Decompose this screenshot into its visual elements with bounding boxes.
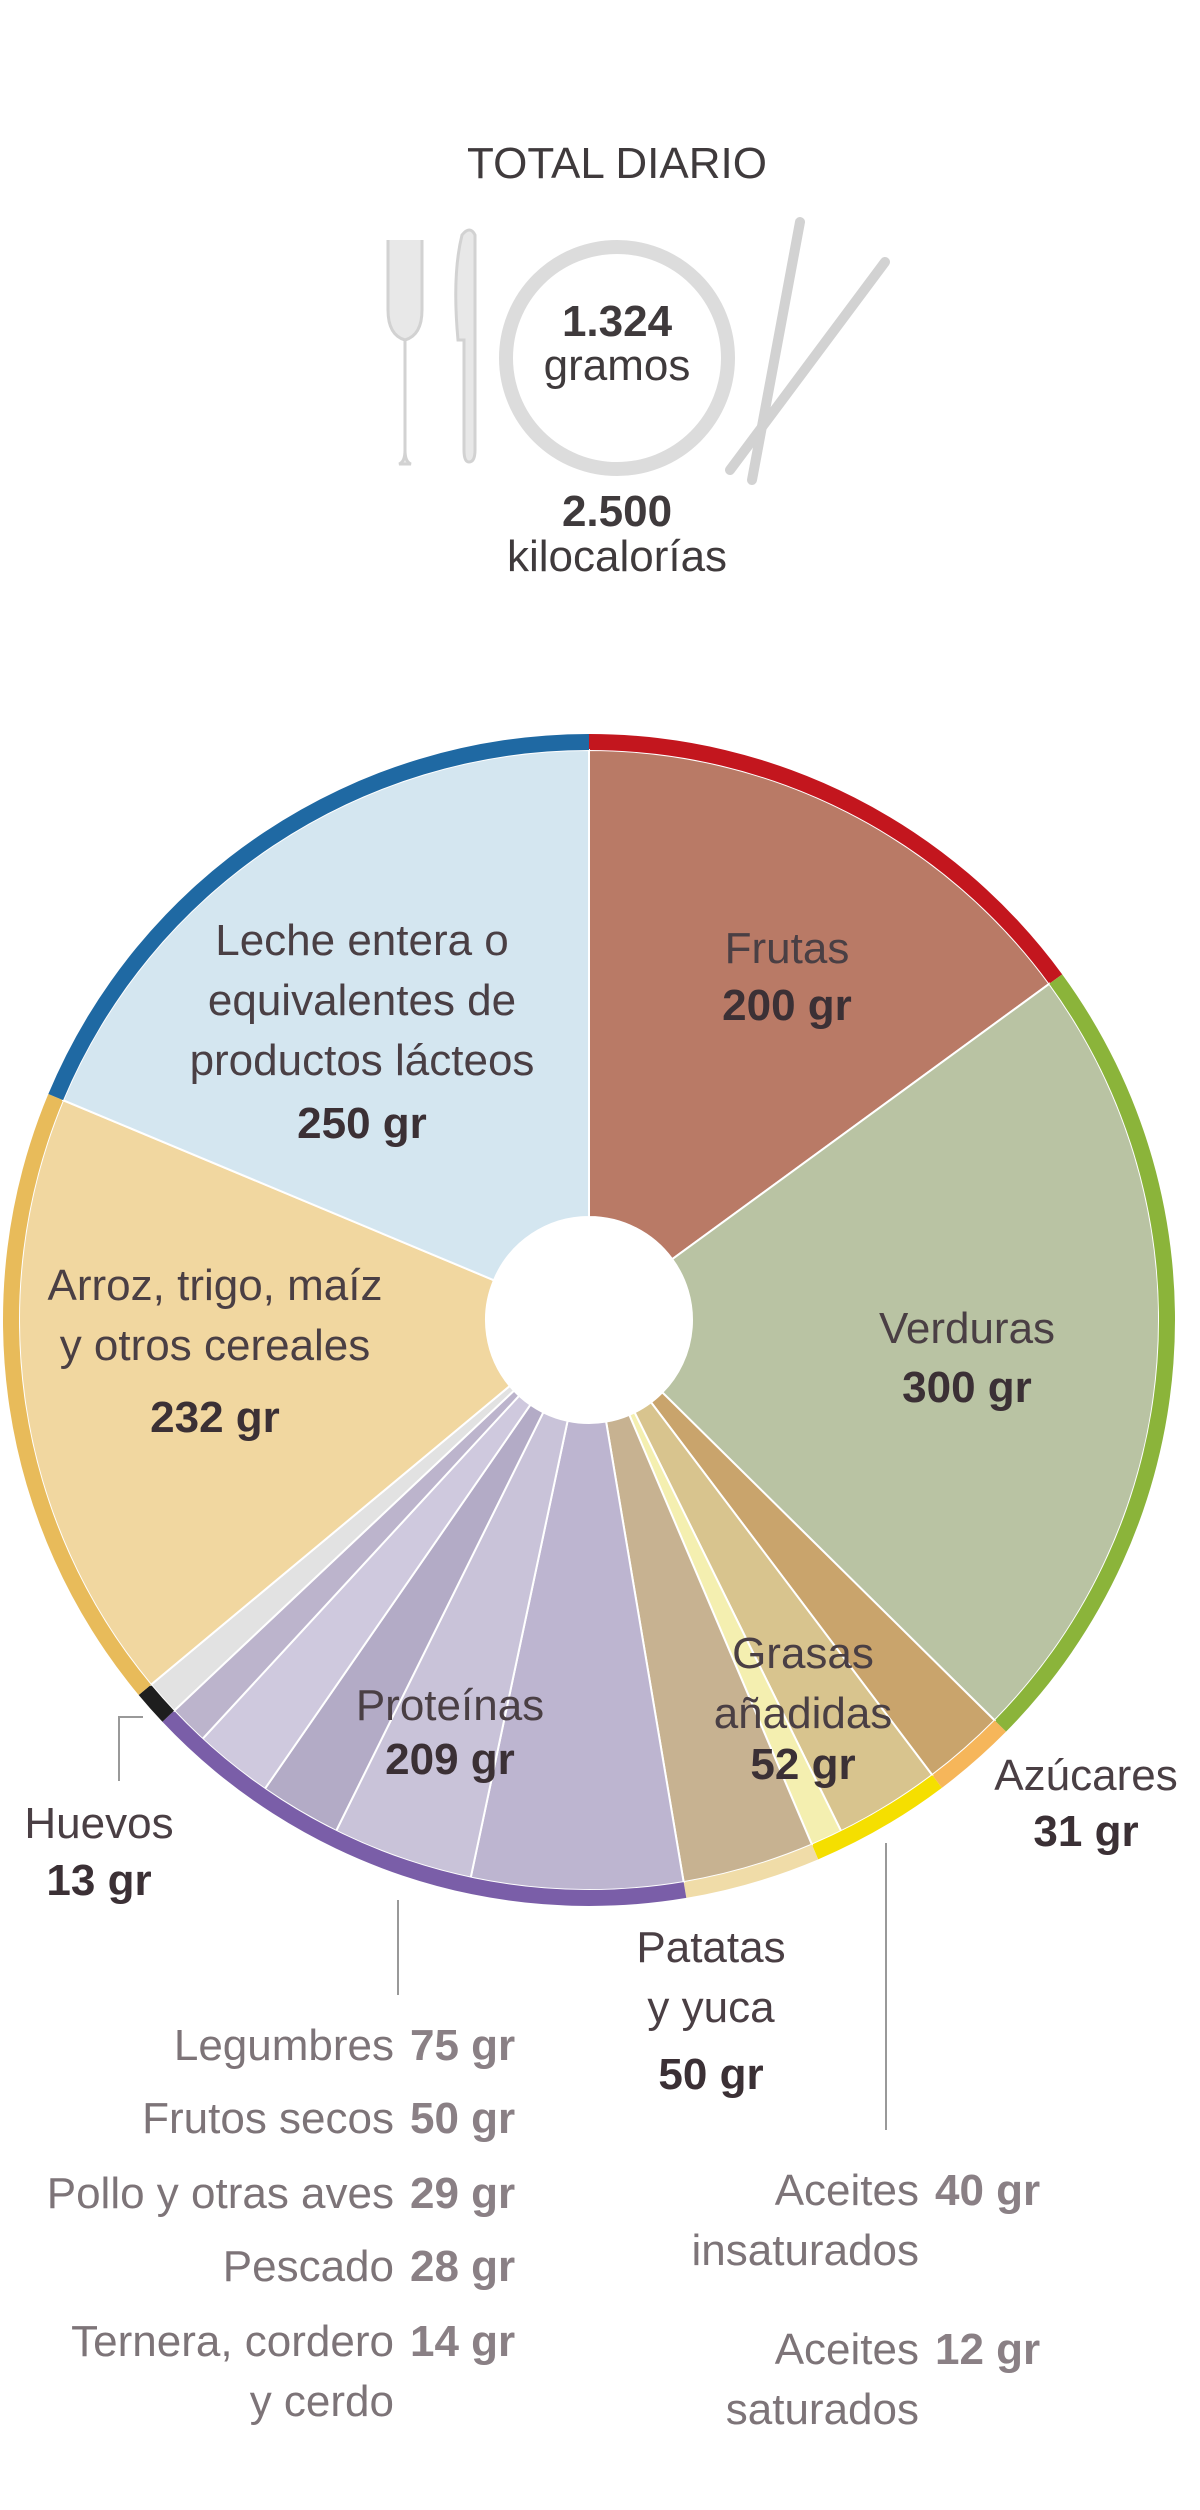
- part-label: Aceites insaturados: [691, 2166, 919, 2275]
- pie-ring: [683, 1844, 819, 1898]
- knife: [454, 228, 477, 464]
- grams-unit: gramos: [543, 341, 691, 390]
- part-label: Aceites saturados: [725, 2325, 919, 2434]
- total-kcal: 2.500: [561, 487, 673, 536]
- pie-ring: [2, 1093, 151, 1695]
- slice-label: Verduras: [878, 1304, 1056, 1353]
- pie-hole: [486, 1217, 692, 1423]
- part-label: Ternera, cordero y cerdo: [71, 2317, 394, 2426]
- slice-value: 200 gr: [722, 981, 852, 1030]
- part-value: 29 gr: [410, 2169, 516, 2218]
- part-value: 40 gr: [935, 2166, 1041, 2215]
- pie-ring: [932, 1720, 1007, 1788]
- part-label: Pescado: [222, 2242, 394, 2291]
- leader-lines: [118, 1716, 887, 2130]
- pie-ring: [589, 734, 1063, 984]
- part-value: 28 gr: [410, 2242, 516, 2291]
- slice-value: 52 gr: [750, 1740, 856, 1789]
- slice-value: 250 gr: [297, 1099, 427, 1148]
- part-label: Legumbres: [173, 2021, 394, 2070]
- part-label: Frutos secos: [142, 2094, 394, 2143]
- part-label: Pollo y otras aves: [46, 2169, 394, 2218]
- tableware-icons: [386, 217, 890, 485]
- pie-ring: [162, 1710, 687, 1906]
- slice-value: 31 gr: [1033, 1807, 1139, 1856]
- part-value: 14 gr: [410, 2317, 516, 2366]
- slice-label: Proteínas: [355, 1681, 545, 1730]
- leader-line: [118, 1716, 143, 1781]
- pie-ring: [138, 1684, 175, 1722]
- chopstick: [725, 257, 890, 475]
- slice-value: 50 gr: [658, 2050, 764, 2099]
- slice-label: Patatas y yuca: [636, 1923, 786, 2032]
- slice-value: 232 gr: [150, 1393, 280, 1442]
- slice-label: Frutas: [724, 924, 850, 973]
- pie-ring: [48, 734, 590, 1101]
- plate: [499, 240, 735, 476]
- part-value: 75 gr: [410, 2021, 516, 2070]
- slice-value: 300 gr: [902, 1363, 1032, 1412]
- part-value: 50 gr: [410, 2094, 516, 2143]
- slice-label: Arroz, trigo, maíz y otros cereales: [47, 1261, 383, 1370]
- pie-ring: [811, 1775, 942, 1860]
- slice-label: Azúcares: [994, 1751, 1178, 1800]
- slice-value: 209 gr: [385, 1735, 515, 1784]
- kcal-unit: kilocalorías: [506, 532, 728, 581]
- slice-label: Huevos: [24, 1799, 174, 1848]
- slice-label: Leche entera o equivalentes de productos…: [189, 916, 535, 1085]
- fork: [386, 240, 424, 466]
- pie-ring: [994, 974, 1176, 1732]
- slice-value: 13 gr: [46, 1856, 152, 1905]
- slice-label: Grasas añadidas: [713, 1629, 893, 1738]
- title: TOTAL DIARIO: [467, 139, 767, 188]
- total-grams: 1.324: [561, 297, 673, 346]
- part-value: 12 gr: [935, 2325, 1041, 2374]
